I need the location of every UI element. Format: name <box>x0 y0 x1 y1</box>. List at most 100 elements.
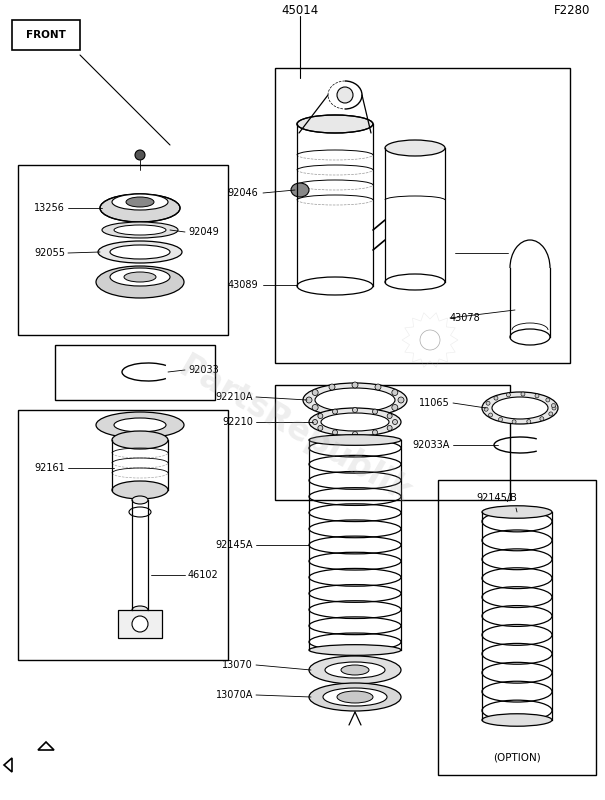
Circle shape <box>512 420 516 424</box>
Text: PartsRepublik: PartsRepublik <box>173 350 417 510</box>
Ellipse shape <box>297 115 373 133</box>
Circle shape <box>373 430 378 435</box>
Circle shape <box>132 616 148 632</box>
Text: 92161: 92161 <box>34 463 65 473</box>
Circle shape <box>549 412 553 416</box>
Ellipse shape <box>96 266 184 298</box>
Circle shape <box>375 410 381 416</box>
Ellipse shape <box>325 662 385 678</box>
Ellipse shape <box>98 241 182 263</box>
Ellipse shape <box>492 397 548 419</box>
Ellipse shape <box>112 194 168 210</box>
Ellipse shape <box>102 222 178 238</box>
Circle shape <box>306 397 312 403</box>
Circle shape <box>353 431 358 437</box>
Circle shape <box>312 390 318 395</box>
Circle shape <box>398 397 404 403</box>
Ellipse shape <box>482 392 558 424</box>
Ellipse shape <box>100 194 180 222</box>
Ellipse shape <box>321 413 389 431</box>
Text: (OPTION): (OPTION) <box>493 752 541 762</box>
Circle shape <box>546 398 550 402</box>
Ellipse shape <box>482 714 552 726</box>
Circle shape <box>318 414 323 418</box>
Ellipse shape <box>114 225 166 235</box>
Ellipse shape <box>309 683 401 711</box>
Text: 92210: 92210 <box>222 417 253 427</box>
Ellipse shape <box>126 197 154 207</box>
Ellipse shape <box>385 274 445 290</box>
Bar <box>118 610 162 638</box>
Text: 92210A: 92210A <box>215 392 253 402</box>
Bar <box>438 480 596 775</box>
Circle shape <box>393 419 397 425</box>
Circle shape <box>527 419 531 423</box>
Circle shape <box>392 390 398 395</box>
Circle shape <box>352 412 358 418</box>
Circle shape <box>494 396 498 400</box>
Bar <box>275 385 510 500</box>
Polygon shape <box>4 758 12 772</box>
Text: 92033A: 92033A <box>413 440 450 450</box>
Circle shape <box>387 414 392 418</box>
Circle shape <box>313 419 318 425</box>
Bar <box>12 20 80 50</box>
Text: 46102: 46102 <box>188 570 219 580</box>
Circle shape <box>333 430 338 435</box>
Ellipse shape <box>112 431 168 449</box>
Ellipse shape <box>309 645 401 655</box>
Circle shape <box>535 394 539 398</box>
Ellipse shape <box>309 434 401 446</box>
Ellipse shape <box>341 665 369 675</box>
Circle shape <box>392 405 398 410</box>
Ellipse shape <box>110 268 170 286</box>
Ellipse shape <box>482 506 552 518</box>
Text: 13070: 13070 <box>222 660 253 670</box>
Ellipse shape <box>309 656 401 684</box>
Ellipse shape <box>315 388 395 412</box>
Ellipse shape <box>132 606 148 614</box>
Ellipse shape <box>291 183 309 197</box>
Text: 13070A: 13070A <box>215 690 253 700</box>
Text: 13256: 13256 <box>34 203 65 213</box>
Ellipse shape <box>110 245 170 259</box>
Text: FRONT: FRONT <box>26 30 66 40</box>
Ellipse shape <box>323 688 387 706</box>
Ellipse shape <box>303 383 407 417</box>
Circle shape <box>484 407 488 411</box>
Circle shape <box>521 392 525 396</box>
Ellipse shape <box>132 496 148 504</box>
Ellipse shape <box>309 408 401 436</box>
Circle shape <box>387 426 392 430</box>
Circle shape <box>318 426 323 430</box>
Circle shape <box>329 384 335 390</box>
Circle shape <box>375 384 381 390</box>
Text: 92033: 92033 <box>188 365 219 375</box>
Ellipse shape <box>96 412 184 438</box>
Circle shape <box>373 409 378 414</box>
Circle shape <box>333 409 338 414</box>
Text: 43089: 43089 <box>227 280 258 290</box>
Circle shape <box>329 410 335 416</box>
Ellipse shape <box>337 691 373 703</box>
Text: 92145/B: 92145/B <box>476 493 517 503</box>
Text: 92046: 92046 <box>227 188 258 198</box>
Circle shape <box>499 418 503 422</box>
Circle shape <box>489 413 492 417</box>
Ellipse shape <box>297 277 373 295</box>
Circle shape <box>540 417 544 421</box>
Circle shape <box>135 150 145 160</box>
Ellipse shape <box>112 481 168 499</box>
Bar <box>18 410 228 660</box>
Bar <box>18 165 228 335</box>
Circle shape <box>506 393 511 397</box>
Circle shape <box>337 87 353 103</box>
Circle shape <box>312 405 318 410</box>
Text: 92049: 92049 <box>188 227 219 237</box>
Text: 92055: 92055 <box>34 248 65 258</box>
Bar <box>55 345 215 400</box>
Text: 45014: 45014 <box>281 3 319 17</box>
Text: 92145A: 92145A <box>215 540 253 550</box>
Text: 11065: 11065 <box>419 398 450 408</box>
Polygon shape <box>38 742 54 750</box>
